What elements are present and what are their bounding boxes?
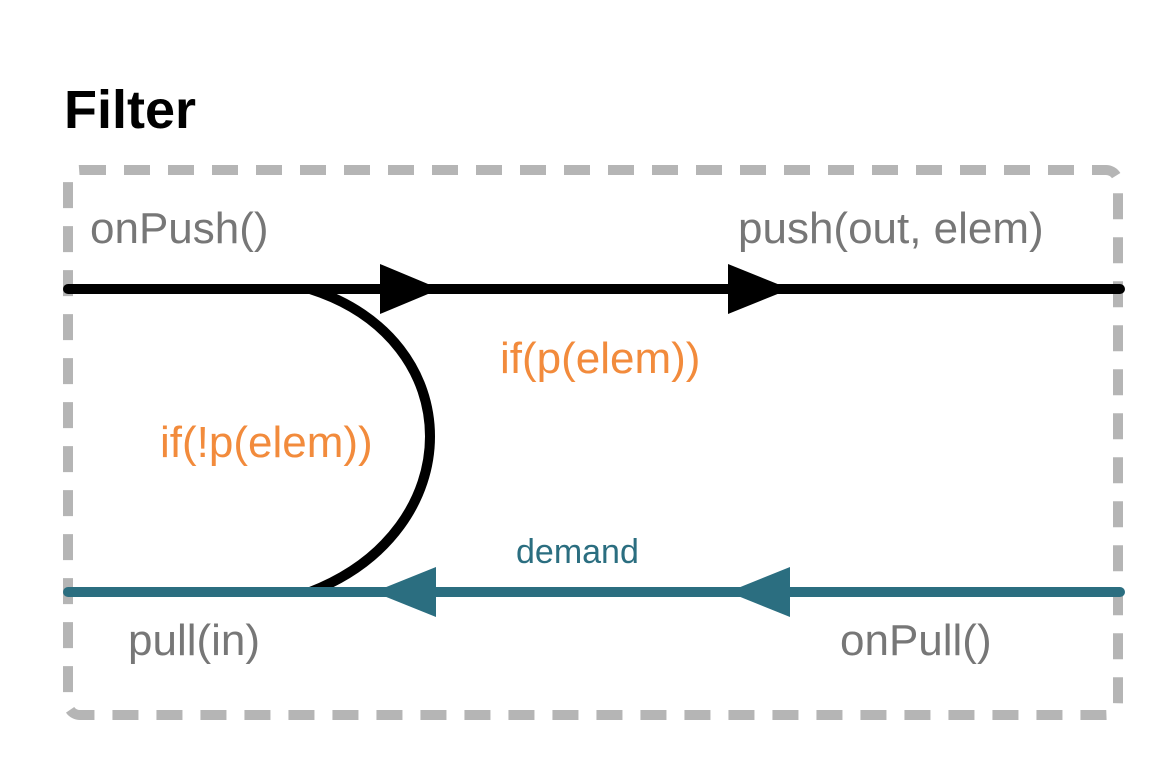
if-p-label: if(p(elem)) [500,334,700,383]
filter-branch-curve [308,284,435,597]
on-pull-label: onPull() [840,616,992,665]
demand-label: demand [516,533,639,571]
arrow-left-icon [374,567,436,617]
if-not-p-label: if(!p(elem)) [160,418,373,467]
push-label: push(out, elem) [738,204,1044,253]
diagram-title: Filter [64,80,196,140]
on-push-label: onPush() [90,204,269,253]
arrow-left-icon [728,567,790,617]
pull-label: pull(in) [128,616,260,665]
arrow-right-icon [380,264,440,314]
arrow-right-icon [728,264,790,314]
